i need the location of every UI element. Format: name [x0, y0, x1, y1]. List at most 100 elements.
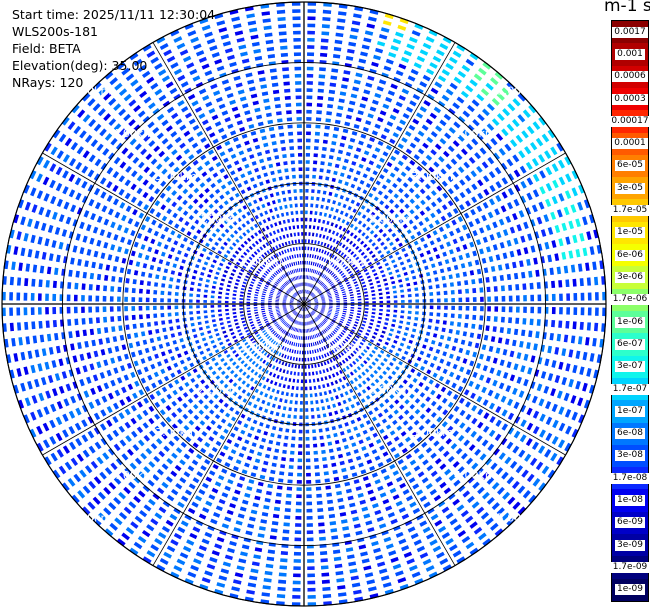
- ray-bin: [190, 36, 199, 44]
- ray-bin: [296, 350, 299, 354]
- ray-bin: [251, 160, 257, 166]
- ray-bin: [249, 426, 255, 431]
- ray-bin: [274, 283, 278, 287]
- ray-bin: [226, 353, 231, 359]
- ray-bin: [517, 93, 526, 102]
- ray-bin: [64, 137, 73, 147]
- ray-bin: [263, 431, 268, 436]
- ray-bin: [262, 384, 267, 389]
- ray-bin: [118, 277, 123, 283]
- ray-bin: [341, 314, 346, 317]
- ray-bin: [158, 450, 166, 458]
- ray-bin: [189, 362, 195, 368]
- ray-bin: [154, 321, 159, 326]
- ray-bin: [305, 393, 308, 398]
- ray-bin: [151, 256, 157, 263]
- ray-bin: [409, 159, 416, 166]
- ray-bin: [307, 282, 309, 287]
- ray-bin: [399, 284, 404, 288]
- ray-bin: [436, 237, 442, 243]
- ray-bin: [96, 239, 102, 247]
- ray-bin: [339, 91, 347, 96]
- ray-bin: [322, 16, 331, 22]
- ray-bin: [144, 385, 151, 392]
- ray-bin: [459, 409, 466, 417]
- ray-bin: [121, 532, 130, 541]
- ray-bin: [45, 320, 50, 328]
- ray-bin: [256, 114, 263, 120]
- ray-bin: [462, 490, 471, 498]
- ray-bin: [467, 476, 475, 484]
- ray-bin: [421, 477, 429, 484]
- ray-bin: [170, 539, 179, 546]
- ray-bin: [385, 543, 394, 550]
- ray-bin: [506, 327, 512, 335]
- ray-bin: [472, 250, 478, 257]
- ray-bin: [292, 310, 296, 314]
- ray-bin: [94, 202, 101, 210]
- ray-bin: [230, 153, 237, 159]
- ray-bin: [223, 445, 229, 451]
- ray-bin: [62, 170, 69, 179]
- ray-bin: [305, 217, 308, 222]
- ray-bin: [392, 246, 397, 251]
- ray-bin: [348, 561, 357, 567]
- ray-bin: [478, 532, 487, 541]
- ray-bin: [523, 221, 529, 230]
- ray-bin: [214, 588, 224, 595]
- ray-bin: [175, 318, 180, 323]
- ray-bin: [457, 434, 465, 442]
- ray-bin: [583, 199, 591, 209]
- ray-bin: [257, 268, 262, 272]
- ray-bin: [96, 215, 103, 223]
- ray-bin: [264, 195, 269, 200]
- ray-bin: [166, 106, 175, 114]
- ray-bin: [210, 83, 218, 90]
- ray-bin: [150, 363, 156, 370]
- ray-bin: [472, 351, 478, 358]
- ray-bin: [338, 361, 343, 366]
- ray-bin: [309, 283, 312, 288]
- ray-bin: [438, 375, 445, 382]
- ray-bin: [282, 536, 289, 541]
- ray-bin: [302, 307, 304, 312]
- ray-bin: [440, 215, 447, 222]
- ray-bin: [51, 360, 57, 368]
- ray-bin: [117, 315, 122, 322]
- ray-bin: [465, 349, 471, 356]
- ray-bin: [304, 297, 307, 301]
- ray-bin: [322, 9, 332, 15]
- ray-bin: [399, 208, 405, 214]
- ray-bin: [317, 289, 321, 293]
- ray-bin: [182, 210, 189, 216]
- ray-bin: [398, 507, 406, 514]
- ray-bin: [399, 583, 409, 591]
- ray-bin: [372, 301, 376, 304]
- ray-bin: [359, 179, 365, 185]
- ray-bin: [49, 436, 57, 445]
- ray-bin: [346, 336, 351, 340]
- ray-bin: [352, 326, 357, 330]
- ray-bin: [306, 289, 308, 294]
- ray-bin: [266, 353, 271, 358]
- ray-bin: [369, 322, 374, 326]
- ray-bin: [436, 298, 441, 303]
- ray-bin: [355, 245, 360, 250]
- ray-bin: [140, 377, 147, 384]
- ray-bin: [443, 487, 452, 495]
- ray-bin: [261, 227, 266, 232]
- ray-bin: [382, 258, 387, 263]
- ray-bin: [413, 154, 420, 161]
- ray-bin: [89, 237, 95, 245]
- ray-bin: [300, 260, 302, 265]
- ray-bin: [379, 304, 384, 308]
- ray-bin: [313, 146, 319, 151]
- ray-bin: [413, 362, 419, 368]
- ray-bin: [258, 347, 263, 352]
- ray-bin: [365, 520, 373, 526]
- ray-bin: [385, 457, 392, 464]
- ray-bin: [264, 393, 269, 398]
- ray-bin: [246, 307, 251, 310]
- ray-bin: [265, 282, 270, 286]
- ray-bin: [202, 507, 210, 514]
